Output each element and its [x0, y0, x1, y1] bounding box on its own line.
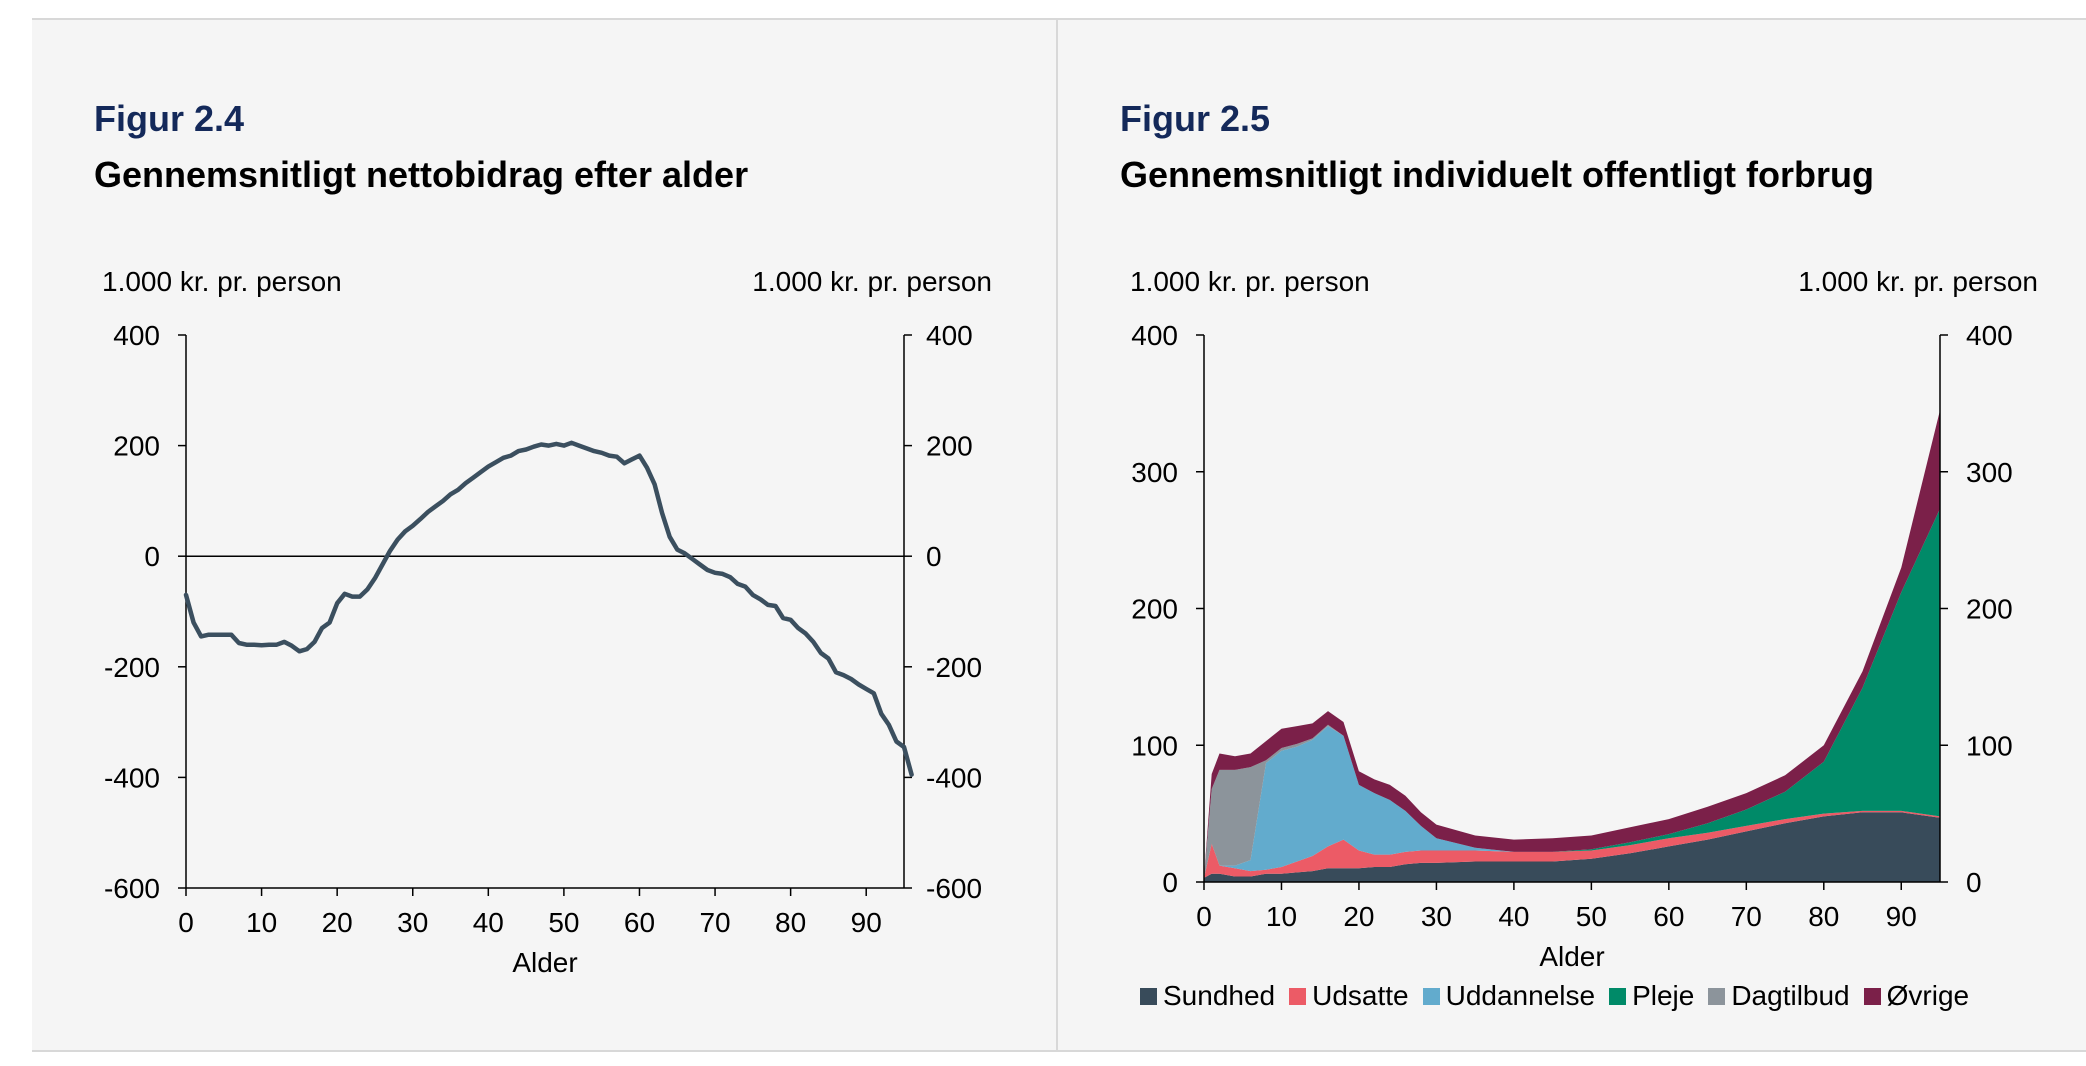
x-tick-label: 30 — [397, 907, 428, 938]
y-tick-label-right: -200 — [926, 652, 982, 683]
figure-panel-2-5: Figur 2.5 Gennemsnitligt individuelt off… — [1058, 0, 2086, 1066]
x-axis-label: Alder — [512, 947, 577, 978]
legend-label: Øvrige — [1886, 980, 1970, 1011]
x-tick-label: 70 — [699, 907, 730, 938]
right-axis-unit: 1.000 kr. pr. person — [752, 266, 992, 297]
y-tick-label-left: 400 — [1131, 320, 1178, 351]
y-tick-label-right: 0 — [926, 541, 942, 572]
x-tick-label: 20 — [322, 907, 353, 938]
net-contribution-line — [183, 440, 914, 777]
x-tick-label: 0 — [178, 907, 194, 938]
y-tick-label-right: -600 — [926, 873, 982, 904]
x-tick-label: 20 — [1343, 901, 1374, 932]
x-tick-label: 60 — [1653, 901, 1684, 932]
legend-swatch — [1708, 987, 1726, 1005]
figure-title: Gennemsnitligt individuelt offentligt fo… — [1120, 154, 1874, 195]
figure-panel-2-4: Figur 2.4 Gennemsnitligt nettobidrag eft… — [94, 98, 992, 297]
area-series-0 — [1204, 812, 1940, 882]
y-tick-label-left: 0 — [1162, 867, 1178, 898]
y-tick-label-left: -400 — [104, 762, 160, 793]
x-tick-label: 80 — [775, 907, 806, 938]
legend-item: Dagtilbud — [1708, 980, 1850, 1012]
x-axis-label: Alder — [1539, 941, 1604, 972]
legend-item: Uddannelse — [1422, 980, 1596, 1012]
y-tick-label-right: 0 — [1966, 867, 1982, 898]
legend-label: Uddannelse — [1445, 980, 1596, 1011]
x-tick-label: 60 — [624, 907, 655, 938]
x-tick-label: 10 — [246, 907, 277, 938]
x-tick-label: 50 — [548, 907, 579, 938]
y-tick-label-left: 400 — [113, 320, 160, 351]
y-tick-label-left: 100 — [1131, 730, 1178, 761]
y-tick-label-left: 200 — [113, 431, 160, 462]
legend-item: Sundhed — [1140, 980, 1275, 1012]
y-tick-label-left: 300 — [1131, 457, 1178, 488]
x-tick-label: 70 — [1731, 901, 1762, 932]
area-series-2 — [1204, 726, 1940, 878]
legend-label: Udsatte — [1312, 980, 1409, 1011]
x-tick-label: 90 — [1886, 901, 1917, 932]
y-tick-label-right: 300 — [1966, 457, 2013, 488]
area-series-1 — [1204, 810, 1940, 878]
y-tick-label-right: 400 — [926, 320, 973, 351]
figure-title: Gennemsnitligt nettobidrag efter alder — [94, 154, 749, 195]
legend-item: Udsatte — [1289, 980, 1409, 1012]
chart-legend: Sundhed Udsatte Uddannelse Pleje Dagtilbud Øv… — [1140, 980, 2040, 1012]
legend-label: Pleje — [1632, 980, 1695, 1011]
legend-label: Dagtilbud — [1731, 980, 1850, 1011]
legend-swatch — [1140, 987, 1157, 1005]
x-tick-label: 40 — [473, 907, 504, 938]
y-tick-label-left: 0 — [144, 541, 160, 572]
figure-number: Figur 2.5 — [1120, 98, 1271, 139]
y-tick-label-left: -200 — [104, 652, 160, 683]
left-axis-unit: 1.000 kr. pr. person — [1130, 266, 1370, 297]
y-tick-label-right: 200 — [926, 431, 973, 462]
x-tick-label: 90 — [851, 907, 882, 938]
x-tick-label: 40 — [1498, 901, 1529, 932]
panel-divider — [1056, 18, 1058, 1052]
legend-swatch — [1289, 987, 1307, 1005]
x-tick-label: 10 — [1266, 901, 1297, 932]
x-tick-label: 50 — [1576, 901, 1607, 932]
legend-item: Øvrige — [1863, 980, 1970, 1012]
legend-label: Sundhed — [1163, 980, 1276, 1011]
y-tick-label-left: 200 — [1131, 594, 1178, 625]
x-tick-label: 80 — [1808, 901, 1839, 932]
y-tick-label-right: -400 — [926, 762, 982, 793]
legend-item: Pleje — [1609, 980, 1694, 1012]
y-tick-label-left: -600 — [104, 873, 160, 904]
right-axis-unit: 1.000 kr. pr. person — [1798, 266, 2038, 297]
x-tick-label: 0 — [1196, 901, 1212, 932]
legend-swatch — [1863, 987, 1881, 1005]
y-tick-label-right: 400 — [1966, 320, 2013, 351]
y-tick-label-right: 100 — [1966, 730, 2013, 761]
legend-swatch — [1609, 987, 1627, 1005]
legend-swatch — [1422, 987, 1440, 1005]
y-tick-label-right: 200 — [1966, 594, 2013, 625]
left-axis-unit: 1.000 kr. pr. person — [102, 266, 342, 297]
figure-number: Figur 2.4 — [94, 98, 245, 139]
x-tick-label: 30 — [1421, 901, 1452, 932]
